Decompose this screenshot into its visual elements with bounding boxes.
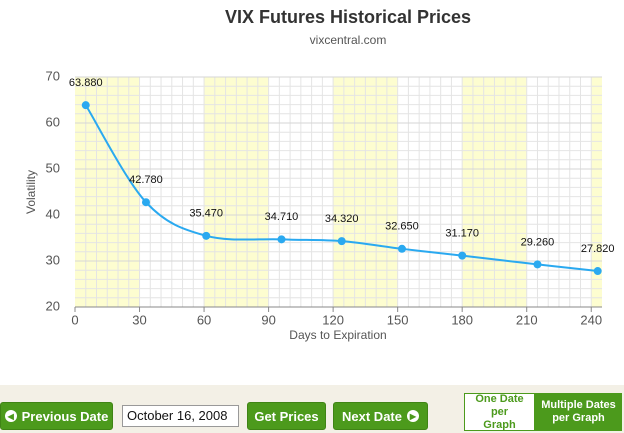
y-tick-label: 60 [46, 114, 60, 129]
data-label: 31.170 [445, 228, 479, 240]
x-axis-title: Days to Expiration [289, 328, 386, 342]
y-tick-label: 30 [46, 252, 60, 267]
next-button[interactable]: Next Date ▶ [333, 402, 428, 430]
point [533, 260, 542, 269]
date-input[interactable]: October 16, 2008 [122, 405, 239, 427]
data-label: 32.650 [385, 221, 419, 233]
get-prices-button[interactable]: Get Prices [247, 402, 326, 430]
previous-button[interactable]: ◀ Previous Date [0, 402, 113, 430]
chart: VIX Futures Historical Prices vixcentral… [24, 7, 615, 342]
x-tick-label: 30 [132, 312, 146, 327]
y-tick-label: 70 [46, 68, 60, 83]
multiple-dates-toggle[interactable]: Multiple Dates per Graph [535, 393, 622, 431]
band [591, 77, 602, 307]
point [141, 198, 150, 207]
x-tick-label: 90 [261, 312, 275, 327]
x-tick-label: 0 [71, 312, 78, 327]
previous-label: Previous Date [21, 408, 109, 424]
point [337, 237, 346, 246]
get-label: Get Prices [254, 408, 319, 424]
one-date-label: One Date per Graph [475, 392, 524, 431]
data-label: 27.820 [581, 243, 615, 255]
data-label: 34.710 [265, 211, 299, 223]
point [202, 231, 211, 240]
point [593, 267, 602, 276]
point [277, 235, 286, 244]
x-tick-label: 150 [387, 312, 409, 327]
multiple-dates-label: Multiple Dates per Graph [541, 399, 616, 424]
point [458, 251, 467, 260]
point [81, 101, 90, 110]
data-label: 63.880 [69, 77, 103, 89]
x-tick-label: 60 [197, 312, 211, 327]
x-tick-label: 120 [322, 312, 344, 327]
data-label: 34.320 [325, 213, 359, 225]
y-tick-label: 40 [46, 206, 60, 221]
y-tick-label: 20 [46, 298, 60, 313]
data-label: 42.780 [129, 174, 163, 186]
point [397, 244, 406, 253]
y-axis-title: Volatility [24, 170, 38, 214]
chart-title: VIX Futures Historical Prices [225, 7, 471, 27]
x-tick-label: 180 [451, 312, 473, 327]
data-label: 35.470 [189, 208, 223, 220]
data-label: 29.260 [521, 236, 555, 248]
one-date-toggle[interactable]: One Date per Graph [464, 393, 535, 431]
x-tick-label: 240 [580, 312, 602, 327]
next-label: Next Date [342, 408, 402, 424]
y-tick-label: 50 [46, 160, 60, 175]
chart-subtitle: vixcentral.com [310, 33, 387, 47]
x-tick-label: 210 [516, 312, 538, 327]
